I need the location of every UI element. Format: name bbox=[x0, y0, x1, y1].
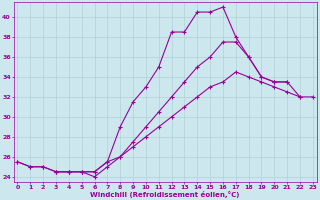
X-axis label: Windchill (Refroidissement éolien,°C): Windchill (Refroidissement éolien,°C) bbox=[91, 191, 240, 198]
